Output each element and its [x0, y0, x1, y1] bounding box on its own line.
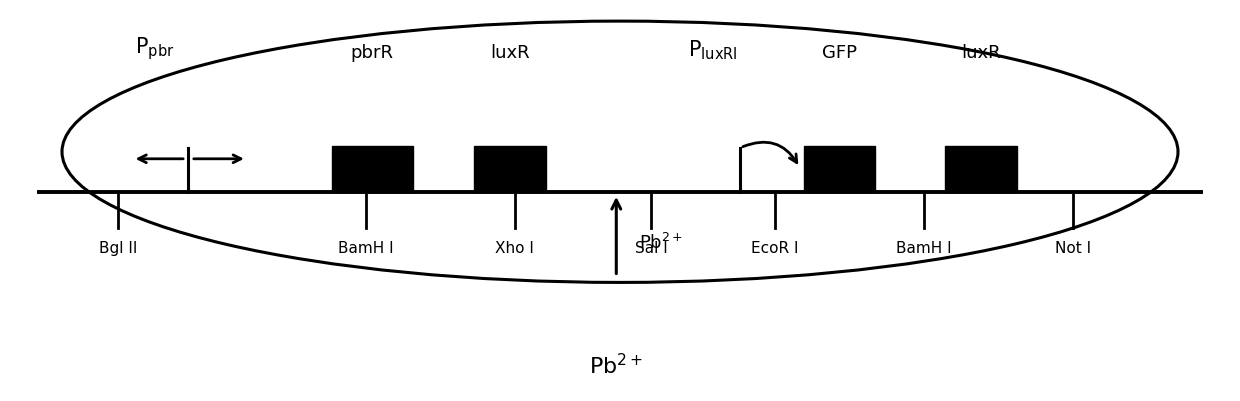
Text: GFP: GFP: [822, 44, 857, 62]
Text: luxR: luxR: [961, 44, 1001, 62]
Bar: [474, 146, 546, 192]
Text: EcoR I: EcoR I: [751, 241, 799, 255]
Bar: [332, 146, 413, 192]
Text: pbrR: pbrR: [351, 44, 393, 62]
Text: $\mathrm{P_{luxRI}}$: $\mathrm{P_{luxRI}}$: [688, 38, 738, 62]
Bar: [945, 146, 1017, 192]
Text: BamH I: BamH I: [339, 241, 393, 255]
Text: $\mathrm{P_{pbr}}$: $\mathrm{P_{pbr}}$: [135, 35, 175, 62]
Text: Not I: Not I: [1054, 241, 1091, 255]
Text: Xho I: Xho I: [495, 241, 534, 255]
Bar: [804, 146, 875, 192]
Text: Pb$^{2+}$: Pb$^{2+}$: [589, 352, 644, 377]
Text: Bgl II: Bgl II: [99, 241, 136, 255]
Text: BamH I: BamH I: [897, 241, 951, 255]
Text: luxR: luxR: [490, 44, 529, 62]
Text: Pb$^{2+}$: Pb$^{2+}$: [639, 233, 683, 253]
Text: Sal I: Sal I: [635, 241, 667, 255]
